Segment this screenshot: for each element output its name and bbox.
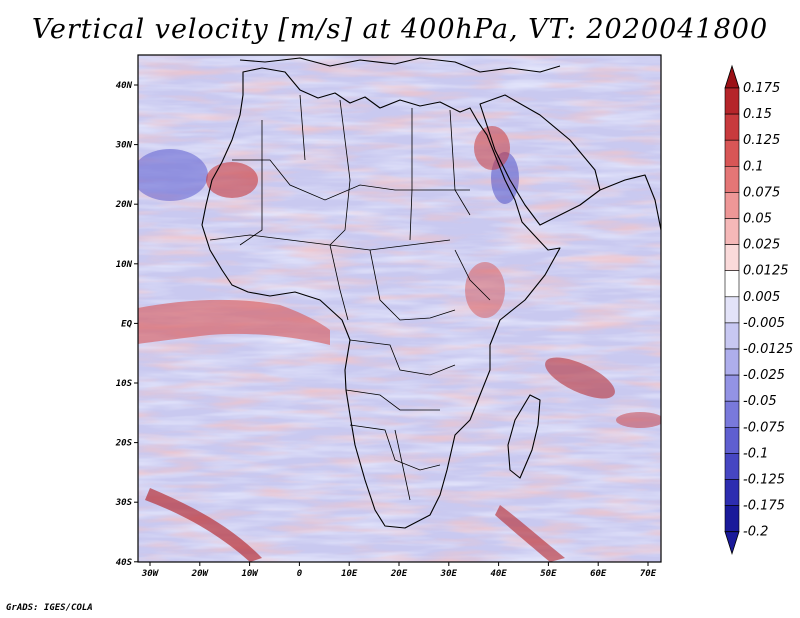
africa-coastline (201, 67, 561, 529)
colorbar-label: -0.175 (743, 499, 785, 514)
colorbar-swatch (724, 505, 740, 533)
y-tick-label: 40S (116, 558, 133, 568)
x-tick-label: 0 (297, 569, 303, 579)
madagascar-coastline (507, 394, 541, 479)
colorbar-swatch (724, 218, 740, 245)
x-axis: 30W 20W 10W 0 10E 20E 30E 40E 50E 60E 70E (141, 562, 657, 579)
colorbar-label: 0.025 (743, 238, 780, 253)
colorbar-swatch (724, 87, 740, 115)
ascent-south-atlantic-front (145, 488, 262, 562)
x-tick-label: 60E (590, 569, 607, 579)
colorbar-swatch (724, 113, 740, 141)
colorbar-swatch (724, 374, 740, 402)
colorbar-bottom-arrow (724, 531, 740, 556)
colorbar-label: -0.075 (743, 420, 785, 435)
x-tick-label: 20W (191, 569, 210, 579)
ascent-east-indian (616, 412, 661, 428)
itcz-band (138, 299, 330, 345)
y-tick-label: 30S (115, 498, 133, 508)
colorbar-swatch (724, 453, 740, 480)
x-tick-label: 10E (341, 569, 358, 579)
y-tick-label: 10S (116, 379, 133, 389)
x-tick-label: 30E (440, 569, 458, 579)
colorbar-swatch (724, 166, 740, 193)
y-tick-label: 20N (115, 200, 133, 210)
ascent-east-africa (465, 262, 505, 318)
map-plot-area (138, 55, 661, 562)
colorbar-swatch (724, 426, 740, 454)
colorbar-top-arrow (724, 64, 740, 89)
asia-coastline (599, 174, 661, 231)
colorbar-swatch (724, 270, 740, 298)
colorbar-label: 0.15 (743, 107, 772, 122)
y-tick-label: 20S (115, 439, 133, 449)
colorbar: 0.175 0.15 0.125 0.1 0.075 0.05 0.025 0.0125 0.0… (724, 64, 793, 556)
x-tick-label: 30W (141, 569, 160, 579)
colorbar-swatch (724, 400, 740, 428)
colorbar-label: -0.05 (743, 394, 777, 409)
colorbar-label: 0.175 (743, 81, 780, 96)
colorbar-label: 0.125 (743, 133, 780, 148)
colorbar-swatch (724, 244, 740, 272)
colorbar-swatch (724, 139, 740, 167)
coastlines (201, 57, 661, 529)
y-axis: 40N 30N 20N 10N EQ 10S 20S 30S 40S (115, 81, 138, 568)
colorbar-label: -0.025 (743, 368, 785, 383)
colorbar-swatch (724, 192, 740, 219)
y-tick-label: 10N (116, 260, 133, 270)
ascent-west-africa (206, 162, 258, 198)
colorbar-label: -0.1 (743, 446, 768, 461)
x-tick-label: 50E (540, 569, 557, 579)
subsidence-atlantic (138, 149, 208, 201)
country-borders (209, 94, 491, 501)
colorbar-label: 0.05 (743, 212, 772, 227)
ascent-south-indian-front (495, 505, 565, 562)
colorbar-label: -0.0125 (743, 342, 793, 357)
colorbar-label: 0.0125 (743, 264, 789, 279)
colorbar-label: 0.005 (743, 290, 780, 305)
x-tick-label: 40E (490, 569, 507, 579)
colorbar-label: 0.1 (743, 159, 764, 174)
x-tick-label: 70E (640, 569, 657, 579)
y-tick-label: EQ (121, 319, 132, 329)
colorbar-swatch (724, 479, 740, 506)
x-tick-label: 10W (241, 569, 259, 579)
colorbar-swatch (724, 296, 740, 324)
europe-coastline (239, 57, 561, 73)
chart-title: Vertical velocity [m/s] at 400hPa, VT: 2… (31, 14, 769, 45)
y-tick-label: 30N (115, 141, 133, 151)
y-tick-label: 40N (116, 81, 133, 91)
x-tick-label: 20E (390, 569, 408, 579)
colorbar-label: -0.2 (743, 525, 768, 540)
credit-text: GrADS: IGES/COLA (6, 603, 93, 613)
colorbar-swatch (724, 322, 740, 350)
colorbar-label: 0.075 (743, 185, 780, 200)
colorbar-label: -0.005 (743, 316, 785, 331)
colorbar-label: -0.125 (743, 473, 785, 488)
ascent-indian-ocean (545, 357, 615, 399)
arabia-coastline (479, 94, 601, 226)
colorbar-swatch (724, 348, 740, 376)
